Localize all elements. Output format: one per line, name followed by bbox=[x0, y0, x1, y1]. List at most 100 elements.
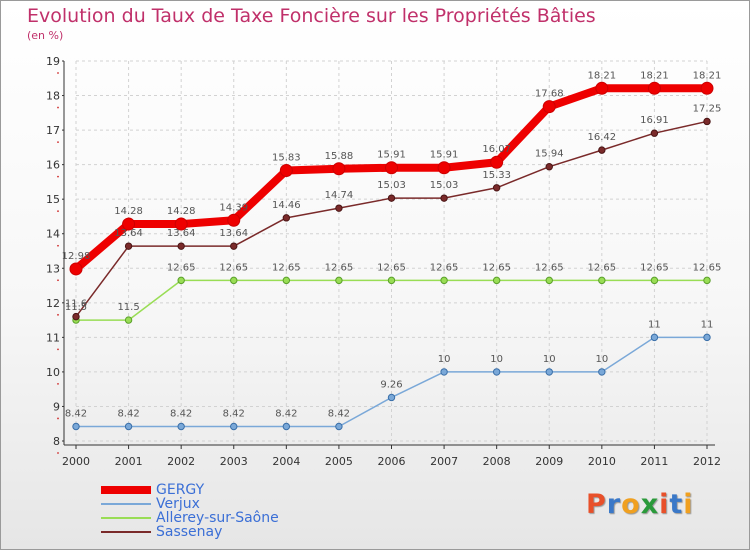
data-label: 14.39 bbox=[219, 202, 248, 213]
data-label: 8.42 bbox=[275, 408, 297, 419]
data-label: 12.65 bbox=[640, 262, 669, 273]
axis-dot bbox=[57, 244, 59, 247]
data-point bbox=[545, 163, 553, 171]
data-point bbox=[282, 214, 291, 222]
axis-dot bbox=[57, 210, 59, 213]
data-point bbox=[279, 164, 293, 178]
x-tick-label: 2012 bbox=[693, 455, 721, 468]
data-label: 8.42 bbox=[223, 408, 245, 419]
data-label: 15.33 bbox=[482, 170, 511, 181]
data-label: 12.65 bbox=[167, 262, 196, 273]
x-tick-label: 2001 bbox=[115, 455, 143, 468]
data-point bbox=[230, 276, 238, 285]
axis-dot bbox=[57, 348, 59, 351]
data-label: 12.65 bbox=[219, 262, 248, 273]
x-tick-label: 2011 bbox=[640, 455, 668, 468]
data-point bbox=[700, 81, 714, 95]
axis-dot bbox=[57, 279, 59, 282]
y-tick-label: 12 bbox=[46, 297, 60, 310]
data-point bbox=[542, 100, 556, 114]
data-label: 11 bbox=[648, 319, 661, 330]
data-label: 12.98 bbox=[62, 251, 91, 262]
x-tick-label: 2004 bbox=[272, 455, 300, 468]
data-label: 8.42 bbox=[328, 408, 350, 419]
data-point bbox=[598, 276, 606, 285]
data-point bbox=[492, 368, 501, 376]
legend-swatch-allerey bbox=[101, 517, 151, 519]
data-label: 18.21 bbox=[693, 70, 722, 81]
logo-letter: r bbox=[606, 489, 622, 520]
data-point bbox=[703, 333, 711, 342]
data-point bbox=[650, 333, 659, 342]
data-point bbox=[174, 217, 188, 231]
data-point bbox=[177, 422, 185, 431]
data-label: 17.25 bbox=[693, 103, 722, 114]
data-label: 15.03 bbox=[377, 180, 406, 191]
data-point bbox=[387, 393, 396, 402]
legend-label-allerey: Allerey-sur-Saône bbox=[156, 510, 279, 526]
y-tick-label: 18 bbox=[46, 90, 60, 103]
axis-dot bbox=[57, 313, 59, 316]
data-label: 8.42 bbox=[65, 408, 87, 419]
data-label: 11.5 bbox=[117, 302, 139, 313]
legend-item-sassenay: Sassenay bbox=[101, 524, 279, 540]
data-point bbox=[230, 242, 238, 250]
x-tick-label: 2002 bbox=[167, 455, 195, 468]
data-point bbox=[385, 161, 398, 175]
logo-letter: P bbox=[586, 489, 607, 520]
data-label: 16.07 bbox=[482, 144, 511, 155]
data-label: 11.6 bbox=[65, 299, 87, 310]
data-label: 17.68 bbox=[535, 89, 564, 100]
data-label: 13.64 bbox=[167, 228, 196, 239]
data-label: 12.65 bbox=[588, 262, 617, 273]
data-label: 11.5 bbox=[65, 302, 87, 313]
data-point bbox=[492, 276, 501, 285]
legend: GERGY Verjux Allerey-sur-Saône Sassenay bbox=[101, 482, 279, 540]
data-point bbox=[69, 262, 83, 276]
data-label: 15.03 bbox=[430, 180, 459, 191]
x-tick-label: 2006 bbox=[378, 455, 406, 468]
x-tick-label: 2010 bbox=[588, 455, 616, 468]
data-point bbox=[440, 368, 448, 376]
data-point bbox=[490, 155, 504, 169]
data-label: 12.65 bbox=[482, 262, 511, 273]
data-point bbox=[647, 81, 661, 95]
data-label: 8.42 bbox=[170, 408, 192, 419]
data-label: 11 bbox=[701, 319, 714, 330]
data-point bbox=[650, 276, 659, 285]
y-tick-label: 11 bbox=[46, 331, 60, 344]
x-tick-label: 2000 bbox=[62, 455, 90, 468]
x-tick-label: 2003 bbox=[220, 455, 248, 468]
data-label: 10 bbox=[490, 354, 503, 365]
data-label: 12.65 bbox=[325, 262, 354, 273]
data-label: 12.65 bbox=[693, 262, 722, 273]
data-label: 15.94 bbox=[535, 149, 564, 160]
data-point bbox=[282, 422, 291, 431]
data-label: 18.21 bbox=[640, 70, 669, 81]
axis-dot bbox=[57, 72, 59, 74]
data-point bbox=[72, 312, 80, 321]
logo-letter: x bbox=[640, 489, 660, 520]
x-tick-label: 2007 bbox=[430, 455, 458, 468]
data-point bbox=[230, 422, 238, 431]
legend-swatch-sassenay bbox=[101, 531, 151, 533]
y-tick-label: 16 bbox=[46, 159, 60, 172]
chart-title: Evolution du Taux de Taxe Foncière sur l… bbox=[27, 5, 596, 27]
data-label: 12.65 bbox=[535, 262, 564, 273]
data-label: 12.65 bbox=[272, 262, 301, 273]
y-tick-label: 8 bbox=[53, 435, 60, 448]
y-tick-label: 19 bbox=[46, 55, 60, 68]
data-point bbox=[545, 276, 553, 285]
data-point bbox=[335, 276, 343, 285]
legend-swatch-verjux bbox=[101, 503, 151, 505]
legend-item-gergy: GERGY bbox=[101, 482, 279, 498]
axis-dot bbox=[57, 175, 59, 178]
data-label: 14.28 bbox=[167, 206, 196, 217]
data-label: 13.64 bbox=[219, 228, 248, 239]
data-point bbox=[282, 276, 291, 285]
logo-letter: t bbox=[669, 489, 684, 520]
x-tick-label: 2008 bbox=[483, 455, 511, 468]
y-tick-label: 17 bbox=[46, 124, 60, 137]
data-point bbox=[387, 194, 396, 202]
